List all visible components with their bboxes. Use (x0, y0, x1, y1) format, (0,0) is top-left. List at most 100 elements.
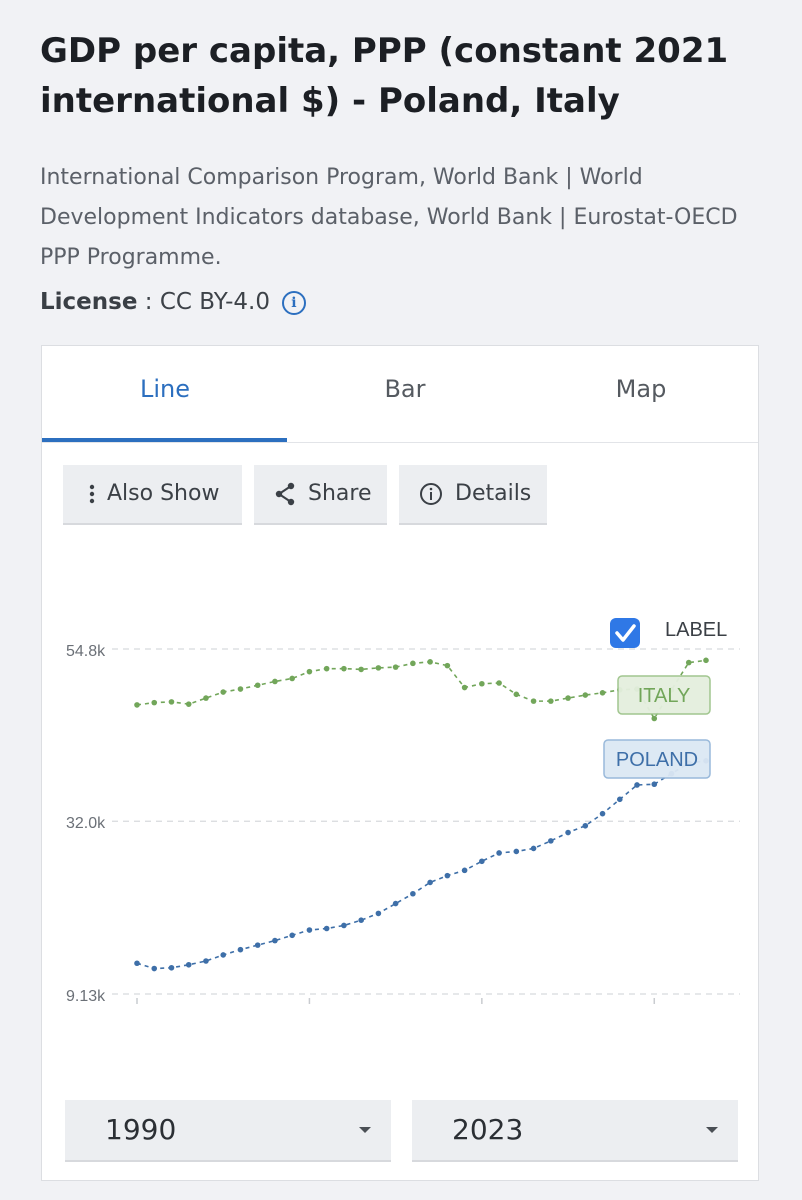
data-point-italy[interactable] (703, 657, 709, 664)
data-point-poland[interactable] (634, 782, 640, 788)
data-point-poland[interactable] (168, 964, 175, 971)
data-point-italy[interactable] (220, 689, 227, 695)
data-point-poland[interactable] (651, 781, 658, 788)
details-button[interactable]: Details (399, 465, 547, 525)
data-point-italy[interactable] (272, 678, 278, 685)
y-tick-label: 9.13k (66, 988, 106, 1005)
data-point-italy[interactable] (254, 682, 261, 689)
checkmark-icon (615, 624, 636, 642)
data-point-italy[interactable] (306, 668, 313, 675)
data-point-italy[interactable] (565, 695, 571, 701)
chevron-down-icon (706, 1127, 718, 1133)
data-point-italy[interactable] (548, 698, 554, 704)
label-toggle-text: LABEL (665, 619, 727, 641)
data-point-italy[interactable] (444, 662, 451, 669)
data-point-italy[interactable] (582, 692, 589, 698)
data-point-poland[interactable] (341, 922, 347, 929)
data-point-poland[interactable] (203, 958, 209, 964)
data-point-poland[interactable] (513, 848, 520, 855)
page-title: GDP per capita, PPP (constant 2021 inter… (40, 31, 729, 121)
tab-line[interactable]: Line (139, 375, 190, 403)
data-point-italy[interactable] (289, 675, 295, 682)
license-line: License : CC BY-4.0 i (40, 282, 306, 322)
data-point-poland[interactable] (375, 910, 382, 917)
tab-map[interactable]: Map (615, 375, 667, 403)
data-point-italy[interactable] (323, 665, 330, 672)
data-point-poland[interactable] (548, 838, 554, 844)
data-point-poland[interactable] (358, 917, 364, 923)
data-point-poland[interactable] (323, 925, 330, 932)
data-point-italy[interactable] (427, 659, 433, 665)
data-point-italy[interactable] (599, 690, 606, 696)
data-point-poland[interactable] (306, 927, 313, 933)
chevron-down-icon (359, 1127, 371, 1133)
share-icon (274, 482, 296, 506)
share-button[interactable]: Share (254, 465, 387, 525)
data-point-italy[interactable] (410, 660, 416, 667)
line-chart: 54.8k 32.0k 9.13k ITALY POLAND LABEL (66, 618, 740, 1005)
data-point-italy[interactable] (185, 701, 192, 707)
source-text: International Comparison Program, World … (40, 165, 738, 270)
data-point-poland[interactable] (220, 952, 227, 958)
series-label-box-poland (603, 739, 711, 779)
data-point-italy[interactable] (461, 684, 468, 691)
chart-tabs: Line Bar Map (42, 346, 758, 443)
y-tick-label: 32.0k (66, 815, 106, 832)
data-point-poland[interactable] (444, 872, 451, 879)
label-toggle[interactable]: LABEL (610, 618, 727, 648)
end-year-select[interactable]: 2023 (412, 1100, 738, 1162)
data-point-poland[interactable] (461, 867, 468, 874)
data-point-italy[interactable] (358, 666, 364, 673)
label-checkbox[interactable] (610, 618, 640, 648)
info-icon[interactable]: i (281, 291, 306, 315)
data-point-italy[interactable] (479, 680, 485, 687)
active-tab-indicator (42, 438, 287, 442)
data-point-poland[interactable] (134, 960, 140, 967)
license-value: CC BY-4.0 (159, 289, 270, 315)
start-year-select[interactable]: 1990 (65, 1100, 391, 1162)
data-point-poland[interactable] (616, 796, 623, 803)
share-label: Share (308, 481, 372, 506)
series-label-italy: ITALY (638, 685, 691, 707)
data-point-italy[interactable] (530, 698, 537, 704)
data-point-poland[interactable] (289, 932, 295, 939)
data-point-italy[interactable] (513, 691, 520, 698)
data-point-italy[interactable] (496, 680, 502, 686)
series-label-poland: POLAND (616, 749, 698, 771)
data-point-poland[interactable] (237, 946, 244, 953)
data-point-italy[interactable] (168, 699, 175, 705)
data-point-poland[interactable] (410, 890, 416, 897)
series-line-poland (136, 760, 707, 970)
data-point-italy[interactable] (392, 664, 399, 670)
chart-card: Line Bar Map Also Show Share Details 54.… (41, 345, 759, 1181)
data-point-italy[interactable] (134, 702, 140, 708)
data-point-poland[interactable] (530, 845, 537, 852)
data-point-poland[interactable] (565, 829, 571, 836)
license-key: License (40, 289, 138, 315)
data-point-poland[interactable] (496, 850, 502, 856)
data-point-poland[interactable] (392, 900, 399, 907)
data-point-italy[interactable] (685, 659, 692, 666)
data-point-italy[interactable] (237, 686, 244, 692)
also-show-button[interactable]: Also Show (63, 465, 242, 525)
data-point-poland[interactable] (254, 942, 261, 948)
y-tick-label: 54.8k (66, 643, 106, 660)
data-point-italy[interactable] (651, 715, 658, 722)
data-point-poland[interactable] (582, 822, 589, 829)
data-point-italy[interactable] (375, 665, 382, 671)
data-point-poland[interactable] (151, 965, 158, 972)
data-point-poland[interactable] (427, 879, 433, 886)
series-line-italy (136, 659, 707, 721)
tab-bar[interactable]: Bar (384, 375, 426, 403)
end-year-value: 2023 (452, 1113, 524, 1146)
start-year-value: 1990 (105, 1113, 177, 1146)
data-point-poland[interactable] (272, 937, 278, 944)
data-point-italy[interactable] (151, 699, 158, 706)
data-point-italy[interactable] (203, 695, 209, 701)
data-point-poland[interactable] (599, 810, 606, 817)
data-point-italy[interactable] (341, 665, 347, 672)
data-point-poland[interactable] (479, 858, 485, 865)
series-label-box-italy (617, 675, 711, 715)
data-point-poland[interactable] (185, 961, 192, 968)
also-show-label: Also Show (107, 481, 220, 506)
